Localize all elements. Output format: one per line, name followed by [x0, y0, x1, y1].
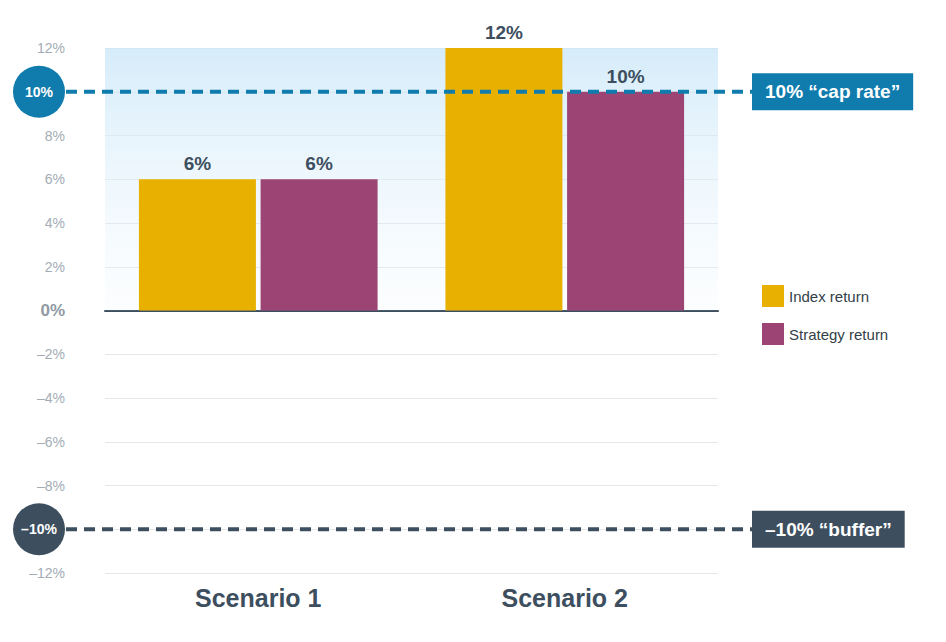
svg-text:Strategy return: Strategy return — [789, 326, 888, 343]
svg-text:0%: 0% — [40, 301, 65, 320]
svg-text:–10% “buffer”: –10% “buffer” — [765, 519, 892, 540]
svg-text:10%: 10% — [25, 84, 54, 100]
svg-text:–4%: –4% — [37, 390, 65, 406]
svg-text:–8%: –8% — [37, 478, 65, 494]
svg-text:Scenario 2: Scenario 2 — [502, 584, 628, 612]
svg-text:–10%: –10% — [21, 521, 57, 537]
svg-text:6%: 6% — [45, 171, 65, 187]
svg-text:10%: 10% — [607, 66, 645, 87]
svg-text:Index return: Index return — [789, 288, 869, 305]
svg-text:–2%: –2% — [37, 346, 65, 362]
svg-text:6%: 6% — [305, 153, 333, 174]
svg-text:4%: 4% — [45, 215, 65, 231]
svg-text:2%: 2% — [45, 259, 65, 275]
svg-text:10% “cap rate”: 10% “cap rate” — [765, 81, 900, 102]
svg-text:6%: 6% — [184, 153, 212, 174]
svg-text:12%: 12% — [485, 22, 523, 43]
svg-text:–6%: –6% — [37, 434, 65, 450]
svg-text:–12%: –12% — [29, 565, 65, 581]
svg-text:12%: 12% — [37, 40, 65, 56]
svg-text:Scenario 1: Scenario 1 — [195, 584, 322, 612]
svg-text:8%: 8% — [45, 128, 65, 144]
